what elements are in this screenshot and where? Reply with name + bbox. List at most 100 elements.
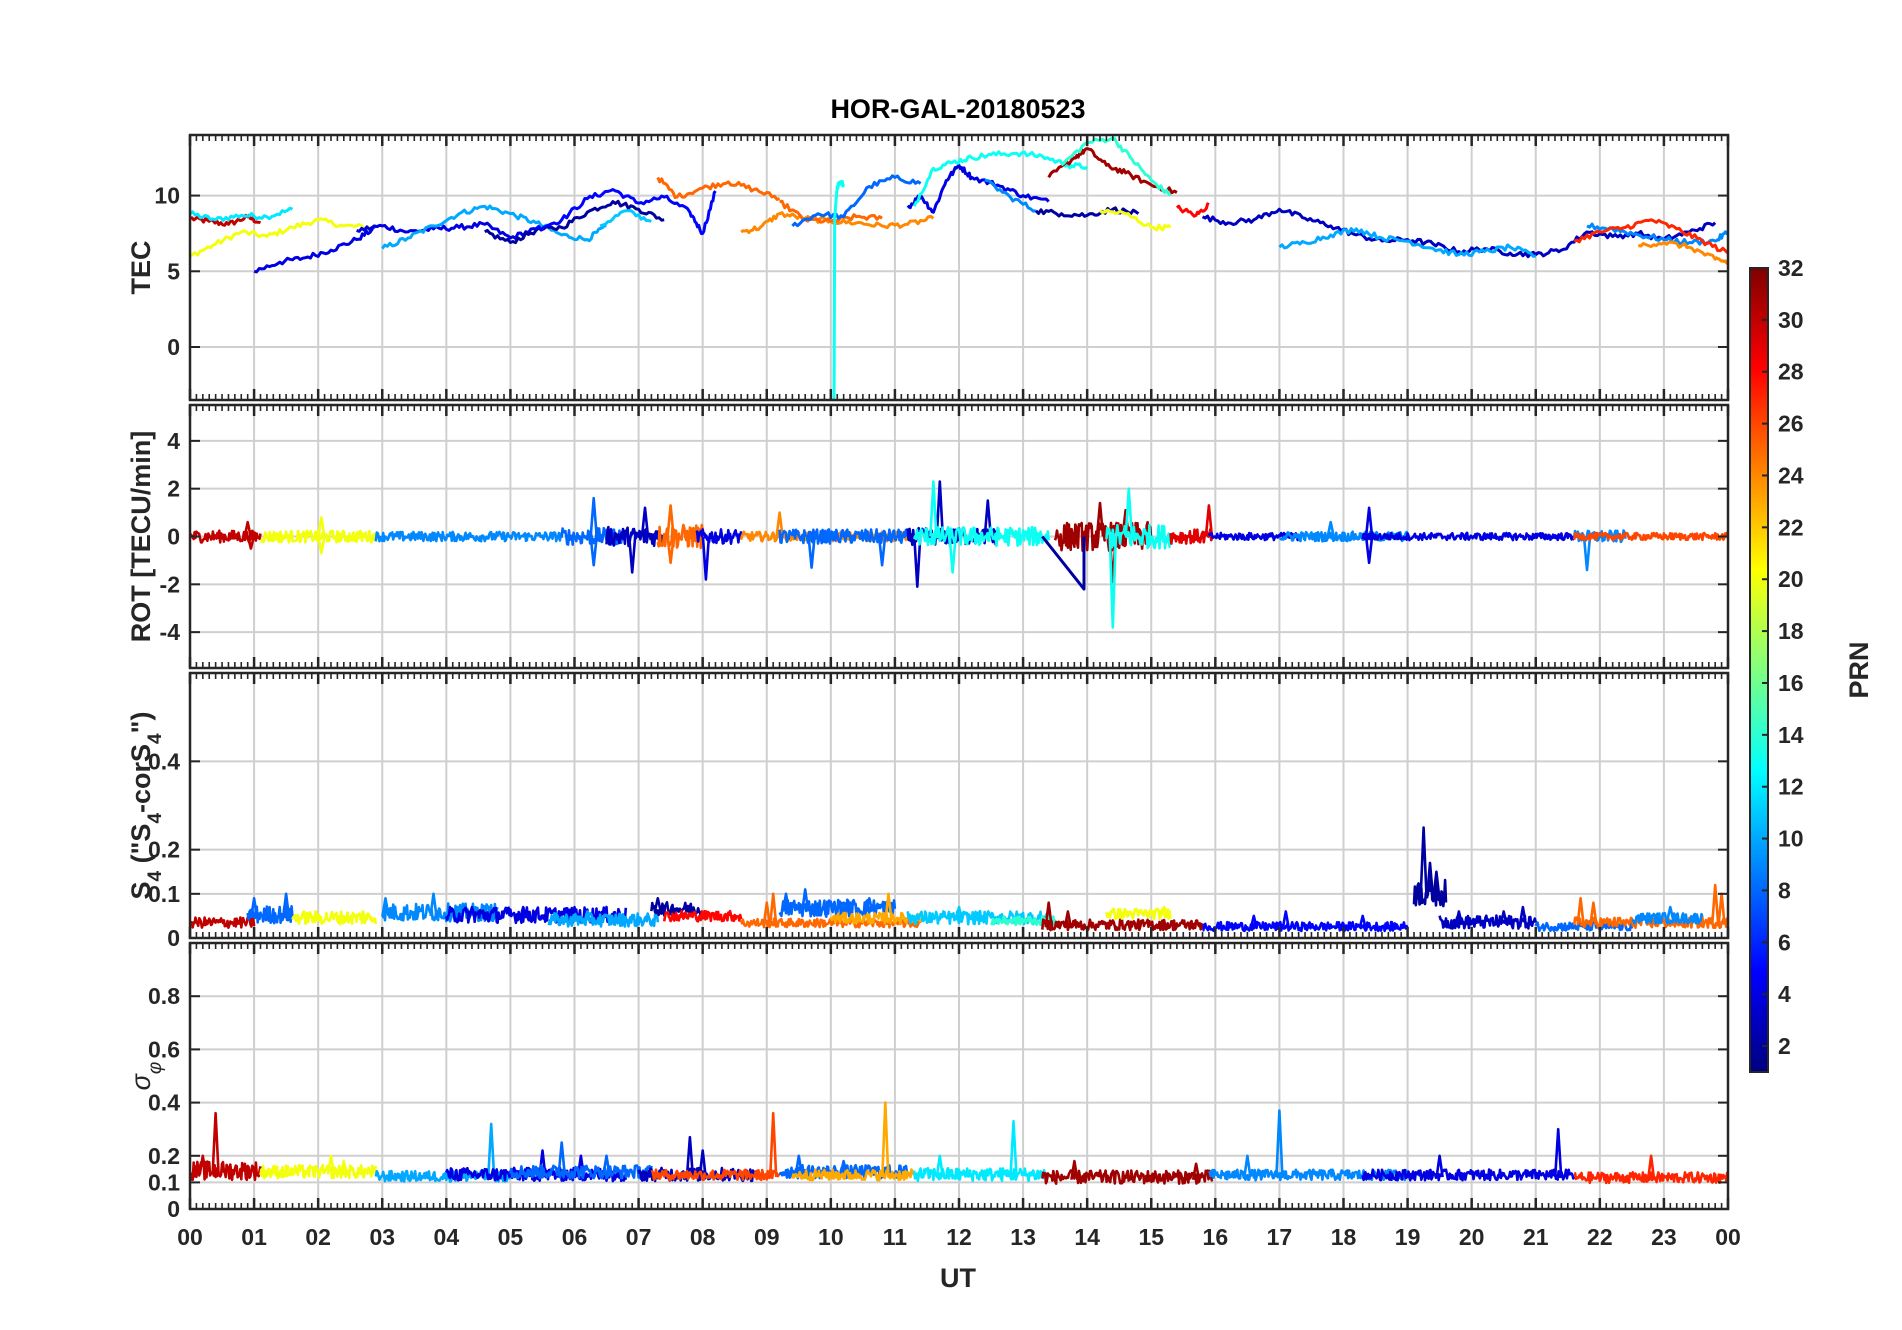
y-tick-label: 0: [167, 334, 180, 360]
y-tick-label: 10: [154, 183, 180, 209]
series-line-prn-25: [656, 176, 781, 201]
spike-prn-31: [1095, 501, 1105, 537]
spike-prn-30: [211, 1111, 220, 1175]
series-line-prn-11: [599, 209, 652, 228]
colorbar-tick-label: 24: [1778, 462, 1804, 488]
series-line-prn-28: [662, 909, 743, 923]
panel-2: -4 -2 0 2 4 ROT [TECU/min]: [126, 403, 1730, 670]
colorbar-tick-label: 28: [1778, 359, 1804, 385]
spike-prn-2: [653, 897, 663, 912]
data-layer: [190, 826, 1728, 933]
chart-title: HOR-GAL-20180523: [830, 94, 1085, 124]
spike-prn-3: [935, 480, 945, 537]
spike-prn-25: [1710, 883, 1720, 925]
x-tick-label: 00: [1715, 1224, 1741, 1250]
spike-prn-25: [762, 901, 772, 925]
series-line-prn-9: [984, 178, 1037, 213]
spike-prn-8: [249, 897, 259, 919]
series-line-prn-9: [374, 530, 563, 543]
colorbar-tick-label: 16: [1778, 670, 1804, 696]
series-line-prn-4: [356, 221, 537, 240]
y-tick-label: 0: [167, 925, 180, 951]
spike-prn-23: [881, 1101, 890, 1178]
series-line-prn-20: [190, 217, 370, 258]
y-axis-label-part: 4: [145, 813, 166, 824]
y-axis-label-part: σ: [126, 1072, 156, 1090]
colorbar-tick-label: 2: [1778, 1033, 1791, 1059]
series-line-prn-20: [1105, 907, 1172, 921]
grid: [190, 943, 1728, 1209]
colorbar-tick-label: 14: [1778, 722, 1804, 748]
series-line-prn-5: [1202, 920, 1409, 933]
spike-prn-12: [1009, 1119, 1018, 1178]
series-line-prn-20: [291, 910, 378, 926]
series-line-prn-2: [1412, 878, 1448, 908]
y-ticks: [190, 995, 1728, 1210]
y-tick-label: 0.4: [148, 748, 180, 774]
series-line-prn-3: [605, 525, 666, 548]
x-tick-label: 21: [1523, 1224, 1549, 1250]
x-ticks: [188, 943, 1730, 1209]
y-ticks: [190, 194, 1728, 348]
y-axis-label-part: ("S: [126, 824, 156, 871]
spike-prn-9: [1243, 1154, 1252, 1178]
spike-prn-8: [602, 1154, 611, 1175]
spike-prn-4: [1435, 1154, 1444, 1178]
spike-prn-4: [1364, 506, 1374, 537]
spike-prn-26: [768, 1111, 778, 1178]
spike-prn-8: [800, 888, 810, 912]
series-line-prn-12: [190, 206, 294, 222]
spike-prn-4: [1553, 1127, 1563, 1178]
colorbar-scale: [1749, 267, 1769, 1073]
data-layer: [190, 136, 1728, 400]
spike-prn-9: [1326, 520, 1335, 537]
series-line-prn-25: [656, 523, 704, 550]
y-tick-label: -4: [160, 619, 181, 645]
spike-prn-8: [877, 536, 887, 567]
x-tick-label: 02: [305, 1224, 331, 1250]
panel-3: 00.10.20.4S4 ("S4-corS4"): [126, 671, 1730, 951]
colorbar-tick-label: 12: [1778, 774, 1804, 800]
spike-prn-8: [589, 496, 598, 537]
spike-prn-13: [1108, 536, 1118, 629]
spike-prn-31: [1191, 1162, 1201, 1180]
x-tick-label: 17: [1267, 1224, 1293, 1250]
x-tick-label: 09: [754, 1224, 780, 1250]
x-tick-label: 11: [883, 1224, 908, 1250]
spike-prn-4: [518, 905, 528, 919]
spike-prn-8: [865, 897, 874, 912]
y-tick-label: 0.1: [148, 881, 180, 907]
series-line-prn-8: [246, 905, 294, 925]
spike-prn-5: [1249, 914, 1259, 929]
series-line-prn-13: [1105, 523, 1171, 550]
y-axis-label-part: 4: [145, 733, 166, 744]
spike-prn-10: [486, 1122, 496, 1179]
y-ticks: [190, 439, 1728, 634]
series-line-prn-4: [253, 224, 377, 274]
x-tick-label: 10: [818, 1224, 844, 1250]
series-line-prn-31: [1047, 147, 1178, 195]
data-layer: [190, 480, 1728, 629]
spike-prn-9: [1666, 905, 1675, 921]
series-line-prn-14: [1060, 136, 1172, 197]
spike-prn-29: [1204, 504, 1214, 537]
x-tick-label: 20: [1459, 1224, 1485, 1250]
x-tick-label: 00: [177, 1224, 203, 1250]
spike-prn-4: [701, 536, 711, 581]
x-tick-label: 14: [1074, 1224, 1100, 1250]
spike-prn-2: [1432, 870, 1441, 899]
spike-prn-8: [807, 536, 816, 569]
y-tick-label: 5: [167, 258, 180, 284]
spike-prn-2: [1419, 826, 1428, 899]
spike-prn-3: [1454, 910, 1464, 926]
series-line-prn-2: [484, 199, 665, 245]
spike-prn-31: [1070, 1159, 1079, 1180]
x-tick-label: 07: [626, 1224, 652, 1250]
spike-prn-3: [685, 1135, 695, 1178]
spike-prn-25: [666, 536, 675, 565]
x-ticks: [188, 405, 1730, 668]
spike-prn-3: [1518, 905, 1528, 926]
colorbar-tick-label: 22: [1778, 514, 1804, 540]
spike-prn-8: [839, 1159, 848, 1175]
